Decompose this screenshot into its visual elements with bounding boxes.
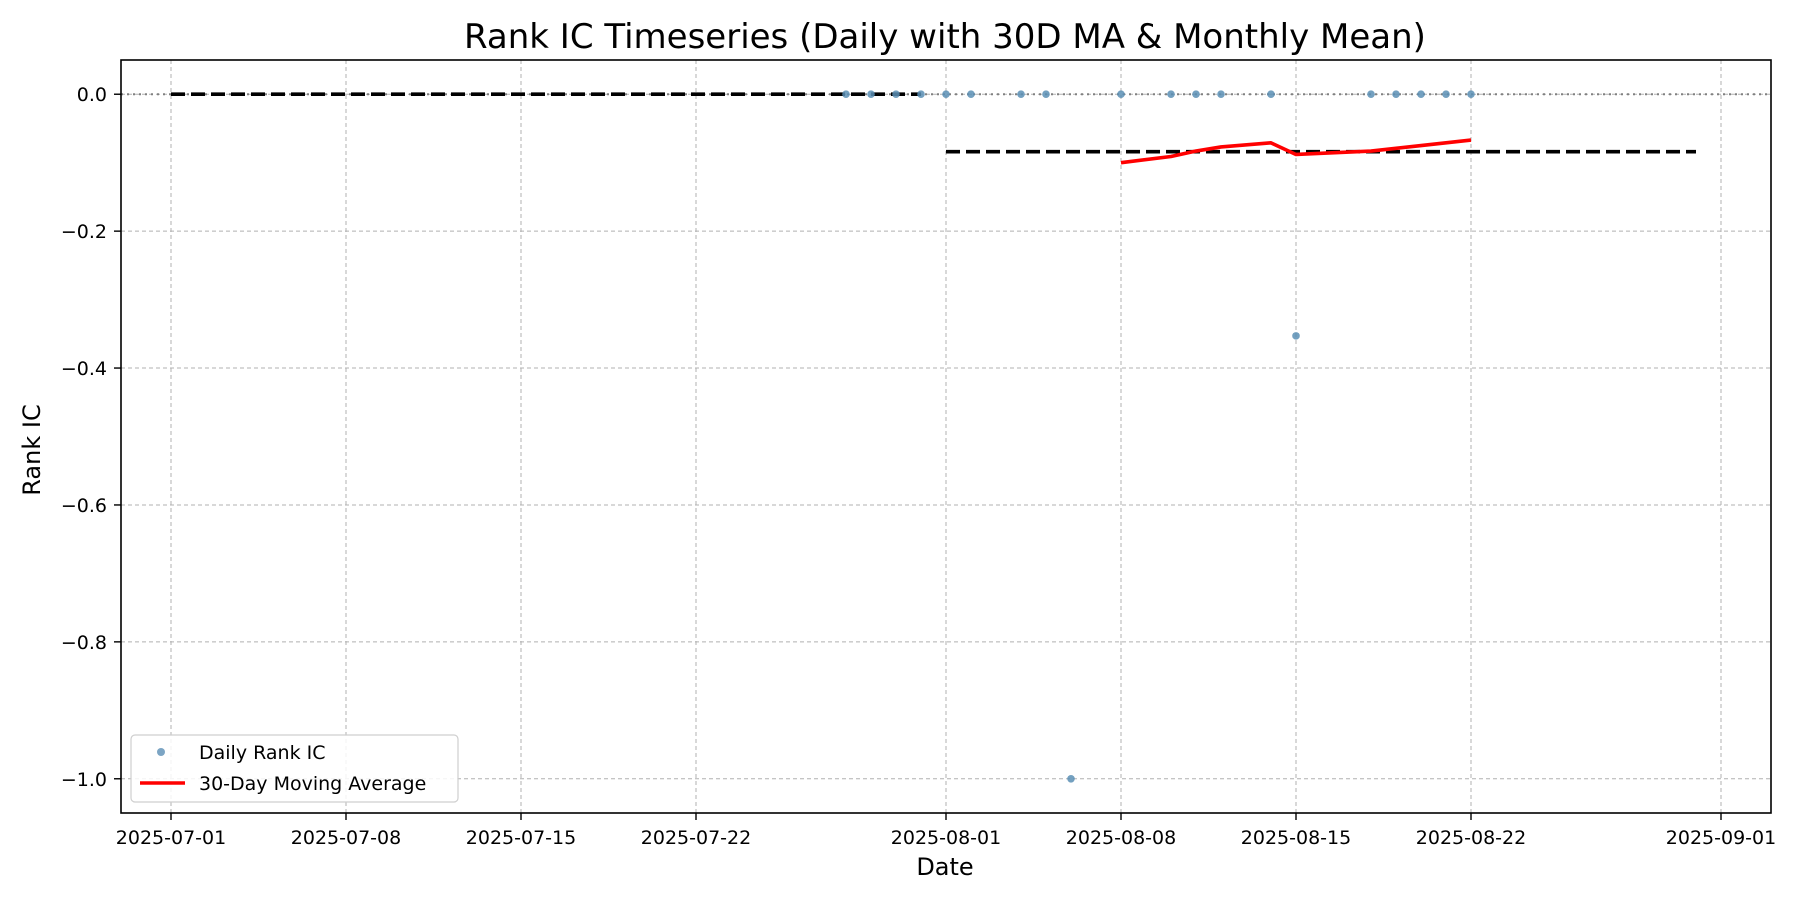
daily-rank-ic-point (842, 90, 850, 99)
daily-rank-ic-point (1067, 774, 1075, 783)
daily-rank-ic-point (917, 90, 925, 99)
x-tick-label: 2025-08-22 (1416, 827, 1526, 849)
legend-box (130, 734, 459, 803)
legend-label-ma: 30-Day Moving Average (199, 773, 426, 795)
y-tick-label: −0.2 (61, 221, 107, 243)
daily-rank-ic-point (1442, 90, 1450, 99)
daily-rank-ic-point (1192, 90, 1200, 99)
daily-rank-ic-point (1467, 90, 1475, 99)
daily-rank-ic-point (1292, 332, 1300, 340)
y-tick-label: −0.6 (61, 495, 107, 517)
x-tick-label: 2025-07-15 (466, 827, 576, 849)
x-axis-label: Date (916, 853, 973, 881)
x-tick-label: 2025-08-01 (891, 827, 1001, 849)
daily-rank-ic-point (1417, 90, 1425, 99)
y-tick-label: −0.8 (61, 632, 107, 654)
series-layer (171, 90, 1696, 783)
legend-marker-daily (157, 748, 165, 756)
daily-rank-ic-point (892, 90, 900, 99)
y-tick-label: 0.0 (77, 84, 107, 106)
legend-label-daily: Daily Rank IC (199, 742, 326, 764)
x-tick-label: 2025-08-15 (1241, 827, 1351, 849)
daily-rank-ic-point (967, 90, 975, 99)
x-tick-label: 2025-07-22 (641, 827, 751, 849)
daily-rank-ic-point (1042, 90, 1050, 99)
x-tick-label: 2025-07-08 (291, 827, 401, 849)
y-tick-label: −0.4 (61, 358, 107, 380)
daily-rank-ic-point (1367, 90, 1375, 99)
legend: Daily Rank IC 30-Day Moving Average (130, 734, 459, 803)
daily-rank-ic-point (1392, 90, 1400, 99)
daily-rank-ic-point (1217, 90, 1225, 99)
y-axis-label: Rank IC (18, 404, 46, 495)
x-tick-label: 2025-09-01 (1666, 827, 1776, 849)
daily-rank-ic-point (1017, 90, 1025, 99)
x-tick-label: 2025-08-08 (1066, 827, 1176, 849)
y-tick-label: −1.0 (61, 769, 107, 791)
daily-rank-ic-point (1167, 90, 1175, 99)
daily-rank-ic-point (1267, 90, 1275, 99)
chart-title: Rank IC Timeseries (Daily with 30D MA & … (464, 17, 1426, 57)
daily-rank-ic-point (1117, 90, 1125, 99)
x-tick-label: 2025-07-01 (116, 827, 226, 849)
tick-layer: 2025-07-01 2025-07-08 2025-07-15 2025-07-22… (61, 84, 1776, 849)
moving-average-line (1120, 138, 1472, 165)
daily-rank-ic-point (867, 90, 875, 99)
daily-rank-ic-point (942, 90, 950, 99)
